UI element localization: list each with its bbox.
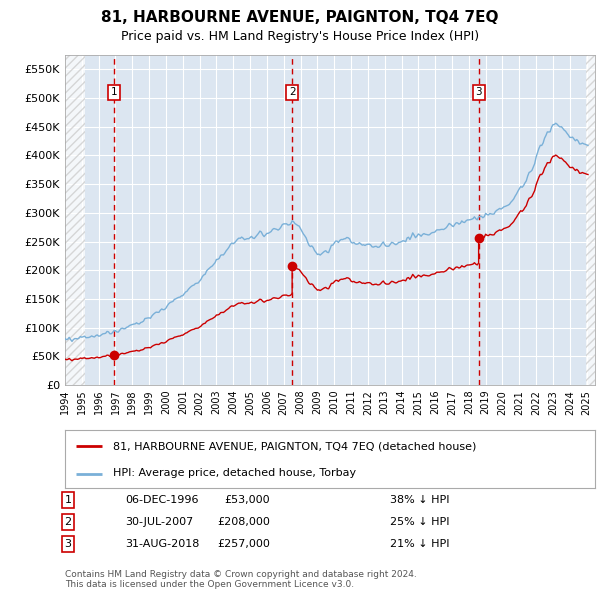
Text: 81, HARBOURNE AVENUE, PAIGNTON, TQ4 7EQ (detached house): 81, HARBOURNE AVENUE, PAIGNTON, TQ4 7EQ … bbox=[113, 441, 476, 451]
Text: 1: 1 bbox=[65, 495, 71, 505]
Text: 21% ↓ HPI: 21% ↓ HPI bbox=[390, 539, 449, 549]
Text: £53,000: £53,000 bbox=[224, 495, 270, 505]
Text: Price paid vs. HM Land Registry's House Price Index (HPI): Price paid vs. HM Land Registry's House … bbox=[121, 30, 479, 43]
Text: 3: 3 bbox=[65, 539, 71, 549]
Text: 2: 2 bbox=[289, 87, 295, 97]
Text: 30-JUL-2007: 30-JUL-2007 bbox=[125, 517, 193, 527]
Text: HPI: Average price, detached house, Torbay: HPI: Average price, detached house, Torb… bbox=[113, 468, 356, 478]
Text: 2: 2 bbox=[64, 517, 71, 527]
Text: This data is licensed under the Open Government Licence v3.0.: This data is licensed under the Open Gov… bbox=[65, 580, 354, 589]
Text: 38% ↓ HPI: 38% ↓ HPI bbox=[390, 495, 449, 505]
Text: Contains HM Land Registry data © Crown copyright and database right 2024.: Contains HM Land Registry data © Crown c… bbox=[65, 570, 417, 579]
Text: 81, HARBOURNE AVENUE, PAIGNTON, TQ4 7EQ: 81, HARBOURNE AVENUE, PAIGNTON, TQ4 7EQ bbox=[101, 10, 499, 25]
Text: 1: 1 bbox=[111, 87, 118, 97]
Text: £257,000: £257,000 bbox=[217, 539, 270, 549]
Text: 06-DEC-1996: 06-DEC-1996 bbox=[125, 495, 199, 505]
Text: £208,000: £208,000 bbox=[217, 517, 270, 527]
Text: 31-AUG-2018: 31-AUG-2018 bbox=[125, 539, 199, 549]
Text: 25% ↓ HPI: 25% ↓ HPI bbox=[390, 517, 449, 527]
Text: 3: 3 bbox=[475, 87, 482, 97]
